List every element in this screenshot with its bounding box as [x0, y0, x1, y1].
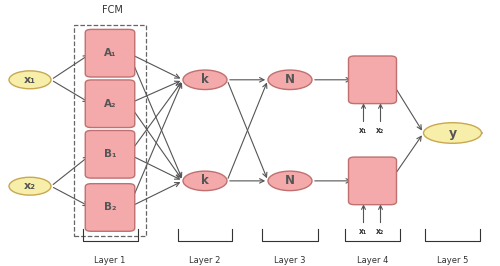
FancyBboxPatch shape: [85, 80, 134, 128]
Ellipse shape: [268, 70, 312, 90]
Text: A₁: A₁: [104, 48, 116, 58]
Text: A₂: A₂: [104, 99, 116, 109]
Ellipse shape: [183, 171, 227, 191]
Ellipse shape: [268, 171, 312, 191]
Bar: [74, 25, 146, 236]
Text: N: N: [285, 174, 295, 187]
Text: x₁: x₁: [24, 75, 36, 85]
Text: Layer 3: Layer 3: [274, 256, 306, 265]
Text: Layer 1: Layer 1: [94, 256, 126, 265]
Text: k: k: [201, 174, 209, 187]
Text: x₂: x₂: [24, 181, 36, 191]
Text: Layer 5: Layer 5: [437, 256, 468, 265]
Text: x₂: x₂: [376, 227, 384, 236]
Text: Layer 4: Layer 4: [357, 256, 388, 265]
Text: x₂: x₂: [376, 126, 384, 135]
FancyBboxPatch shape: [85, 30, 134, 77]
Text: y: y: [448, 127, 456, 139]
Text: k: k: [201, 73, 209, 86]
Ellipse shape: [9, 177, 51, 195]
Text: x₁: x₁: [360, 227, 368, 236]
Text: Layer 2: Layer 2: [190, 256, 220, 265]
FancyBboxPatch shape: [85, 184, 134, 231]
Text: N: N: [285, 73, 295, 86]
FancyBboxPatch shape: [348, 157, 397, 205]
Ellipse shape: [424, 123, 482, 143]
FancyBboxPatch shape: [85, 131, 134, 178]
Text: FCM: FCM: [102, 5, 123, 15]
Text: B₂: B₂: [104, 202, 116, 213]
Ellipse shape: [9, 71, 51, 89]
FancyBboxPatch shape: [348, 56, 397, 104]
Text: B₁: B₁: [104, 149, 116, 159]
Text: x₁: x₁: [360, 126, 368, 135]
Ellipse shape: [183, 70, 227, 90]
